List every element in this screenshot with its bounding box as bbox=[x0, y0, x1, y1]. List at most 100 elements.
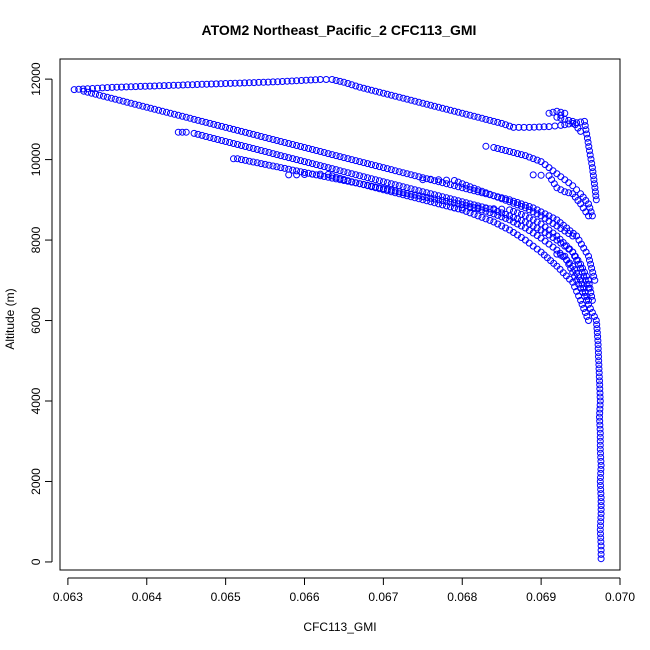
data-point bbox=[289, 155, 297, 163]
data-point bbox=[591, 188, 599, 196]
y-tick-label: 0 bbox=[29, 558, 43, 565]
data-point bbox=[391, 189, 399, 197]
data-point bbox=[230, 140, 237, 147]
data-point bbox=[540, 123, 548, 131]
data-point bbox=[597, 534, 605, 542]
data-point bbox=[293, 167, 301, 175]
data-point bbox=[273, 151, 281, 159]
data-point bbox=[549, 108, 557, 116]
data-point bbox=[99, 92, 107, 100]
data-point bbox=[514, 201, 521, 209]
data-point bbox=[581, 276, 589, 284]
data-point bbox=[462, 181, 470, 189]
data-point bbox=[281, 139, 289, 146]
data-point bbox=[364, 182, 372, 190]
data-point bbox=[255, 78, 263, 86]
data-point bbox=[458, 109, 466, 117]
data-point bbox=[141, 82, 149, 90]
data-point bbox=[474, 212, 482, 220]
data-point bbox=[506, 148, 514, 155]
data-point bbox=[399, 191, 407, 199]
data-point bbox=[257, 147, 265, 154]
data-point bbox=[597, 457, 605, 465]
data-point bbox=[285, 140, 293, 147]
data-point bbox=[427, 190, 435, 198]
data-point bbox=[423, 100, 431, 108]
data-point bbox=[517, 200, 525, 208]
data-point bbox=[340, 154, 348, 162]
data-point bbox=[249, 158, 257, 166]
data-point bbox=[470, 210, 478, 218]
data-point bbox=[285, 171, 293, 179]
data-point bbox=[372, 87, 379, 95]
data-point bbox=[375, 177, 383, 185]
data-point bbox=[593, 329, 601, 337]
data-point bbox=[569, 268, 577, 276]
data-point bbox=[594, 345, 602, 353]
data-point bbox=[344, 177, 352, 185]
data-point bbox=[443, 180, 450, 188]
data-point bbox=[419, 176, 427, 184]
data-point bbox=[494, 220, 502, 228]
data-point bbox=[565, 260, 573, 268]
data-point bbox=[387, 188, 395, 196]
data-point bbox=[466, 200, 474, 208]
data-point bbox=[517, 210, 525, 218]
data-point bbox=[450, 177, 458, 184]
data-point bbox=[589, 268, 597, 276]
data-point bbox=[222, 123, 230, 131]
data-point bbox=[517, 202, 525, 210]
data-point bbox=[103, 93, 111, 101]
x-tick-label: 0.068 bbox=[447, 590, 477, 604]
data-point bbox=[577, 240, 585, 248]
data-point bbox=[569, 232, 577, 240]
data-point bbox=[261, 148, 269, 155]
data-point bbox=[108, 83, 116, 91]
data-point bbox=[305, 169, 312, 177]
data-point bbox=[521, 212, 529, 220]
data-point bbox=[596, 417, 604, 425]
data-point bbox=[584, 138, 592, 146]
data-point bbox=[474, 113, 482, 121]
data-point bbox=[202, 133, 210, 140]
data-point bbox=[407, 96, 415, 104]
data-point bbox=[573, 256, 581, 264]
data-point bbox=[283, 77, 291, 85]
data-point bbox=[403, 95, 411, 103]
data-point bbox=[561, 121, 569, 129]
data-point bbox=[597, 530, 604, 538]
data-point bbox=[587, 260, 595, 268]
data-point bbox=[278, 78, 286, 85]
data-point bbox=[590, 176, 598, 184]
data-point bbox=[596, 425, 604, 433]
data-point bbox=[521, 201, 529, 209]
data-point bbox=[324, 171, 332, 178]
data-point bbox=[186, 114, 194, 122]
data-point bbox=[557, 114, 565, 122]
data-point bbox=[533, 206, 541, 214]
data-point bbox=[597, 542, 605, 550]
data-point bbox=[332, 77, 340, 84]
data-point bbox=[198, 80, 206, 88]
data-point bbox=[285, 154, 293, 162]
data-point bbox=[478, 114, 486, 122]
data-point bbox=[506, 122, 514, 130]
data-point bbox=[502, 196, 510, 204]
data-point bbox=[494, 145, 502, 152]
data-point bbox=[557, 111, 565, 119]
data-point bbox=[585, 212, 592, 220]
data-point bbox=[206, 134, 214, 141]
data-point bbox=[583, 134, 591, 142]
data-point bbox=[466, 209, 474, 217]
data-point bbox=[189, 81, 196, 89]
plot-area bbox=[59, 58, 621, 571]
data-point bbox=[583, 296, 590, 304]
data-point bbox=[411, 194, 419, 202]
data-point bbox=[115, 96, 123, 104]
data-point bbox=[529, 216, 537, 224]
data-point bbox=[565, 116, 573, 124]
data-point bbox=[490, 117, 498, 125]
x-tick-label: 0.070 bbox=[605, 590, 635, 604]
data-point bbox=[379, 89, 387, 97]
data-point bbox=[515, 123, 523, 131]
